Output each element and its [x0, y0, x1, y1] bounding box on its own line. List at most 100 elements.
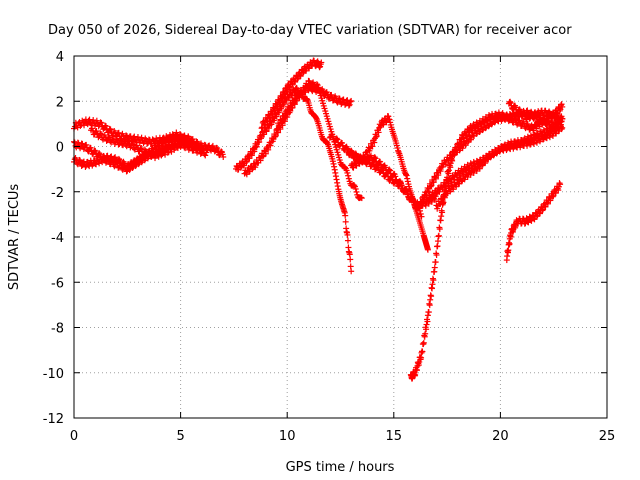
data-point — [252, 164, 259, 171]
data-point — [353, 188, 360, 195]
data-point — [332, 173, 339, 180]
data-point — [434, 243, 441, 250]
data-point — [98, 119, 105, 126]
data-point — [130, 141, 137, 148]
data-point — [438, 213, 445, 220]
data-point — [439, 186, 446, 193]
data-point — [428, 293, 435, 300]
data-point — [473, 168, 480, 175]
data-point — [542, 203, 549, 210]
data-point — [554, 112, 561, 119]
data-point — [262, 150, 269, 157]
data-point — [280, 88, 287, 95]
data-point — [344, 237, 351, 244]
data-point — [476, 165, 483, 172]
data-point — [87, 144, 94, 151]
data-point — [424, 246, 431, 253]
data-point — [202, 152, 209, 159]
data-point — [257, 157, 264, 164]
data-point — [276, 122, 283, 129]
data-point — [316, 64, 323, 71]
data-point — [546, 108, 553, 115]
data-point — [371, 154, 378, 161]
data-point — [365, 157, 372, 164]
x-axis-label: GPS time / hours — [286, 460, 395, 475]
data-point — [385, 173, 392, 180]
data-point — [331, 166, 338, 173]
data-point — [134, 134, 141, 141]
data-point — [384, 170, 391, 177]
data-point — [153, 146, 160, 153]
data-point — [505, 247, 512, 254]
data-point — [278, 118, 285, 125]
data-point — [439, 209, 446, 216]
data-point — [265, 125, 272, 132]
data-point — [491, 119, 498, 126]
data-point — [324, 91, 331, 98]
data-point — [358, 195, 365, 202]
data-point — [95, 134, 102, 141]
data-point — [539, 207, 546, 214]
data-point — [331, 163, 338, 170]
data-point — [281, 118, 288, 125]
data-point — [198, 143, 205, 150]
data-point — [364, 151, 371, 158]
data-point — [246, 155, 253, 162]
data-point — [263, 128, 270, 135]
y-tick-label: -2 — [51, 186, 64, 201]
data-point — [425, 198, 432, 205]
data-point — [441, 182, 448, 189]
data-point — [109, 158, 116, 165]
data-point — [284, 114, 291, 121]
series-track-4 — [88, 125, 210, 162]
data-point — [251, 148, 258, 155]
data-point — [339, 140, 346, 147]
data-point — [125, 138, 132, 145]
data-point — [253, 142, 260, 149]
y-tick-label: -8 — [51, 322, 64, 337]
data-point — [92, 148, 99, 155]
data-point — [432, 259, 439, 266]
data-point — [385, 113, 392, 120]
data-point — [270, 104, 277, 111]
data-point — [121, 160, 128, 167]
data-point — [296, 93, 303, 100]
data-point — [506, 240, 513, 247]
data-point — [450, 186, 457, 193]
data-point — [237, 164, 244, 171]
data-point — [329, 133, 336, 140]
y-tick-label: -4 — [51, 231, 64, 246]
data-point — [339, 142, 346, 149]
data-point — [404, 178, 411, 185]
data-point — [462, 142, 469, 149]
data-point — [164, 149, 171, 156]
data-point — [155, 153, 162, 160]
y-axis-label: SDTVAR / TECUs — [7, 184, 22, 291]
data-point — [348, 268, 355, 275]
data-point — [524, 121, 531, 128]
data-point — [430, 277, 437, 284]
data-point — [536, 210, 543, 217]
data-point — [109, 135, 116, 142]
data-point — [402, 171, 409, 178]
data-point — [378, 166, 385, 173]
series-track-10 — [343, 145, 425, 220]
data-point — [420, 339, 427, 346]
data-point — [272, 133, 279, 140]
data-point — [332, 169, 339, 176]
axis-ticks: 0 5 10 15 20 25 -12 -10 -8 -6 -4 -2 0 2 4 — [43, 50, 616, 444]
data-point — [531, 216, 538, 223]
data-point — [386, 177, 393, 184]
data-point — [342, 218, 349, 225]
data-point — [100, 126, 107, 133]
data-point — [365, 156, 372, 163]
data-point — [289, 81, 296, 88]
data-point — [377, 123, 384, 130]
y-tick-label: 4 — [56, 50, 64, 65]
data-point — [342, 212, 349, 219]
data-point — [348, 97, 355, 104]
data-point — [470, 169, 477, 176]
data-point — [530, 140, 537, 147]
data-point — [256, 138, 263, 145]
